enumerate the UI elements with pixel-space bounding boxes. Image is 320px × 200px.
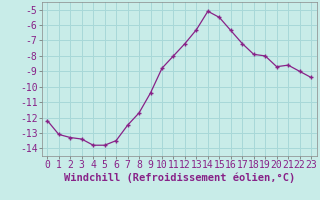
X-axis label: Windchill (Refroidissement éolien,°C): Windchill (Refroidissement éolien,°C) [64, 173, 295, 183]
